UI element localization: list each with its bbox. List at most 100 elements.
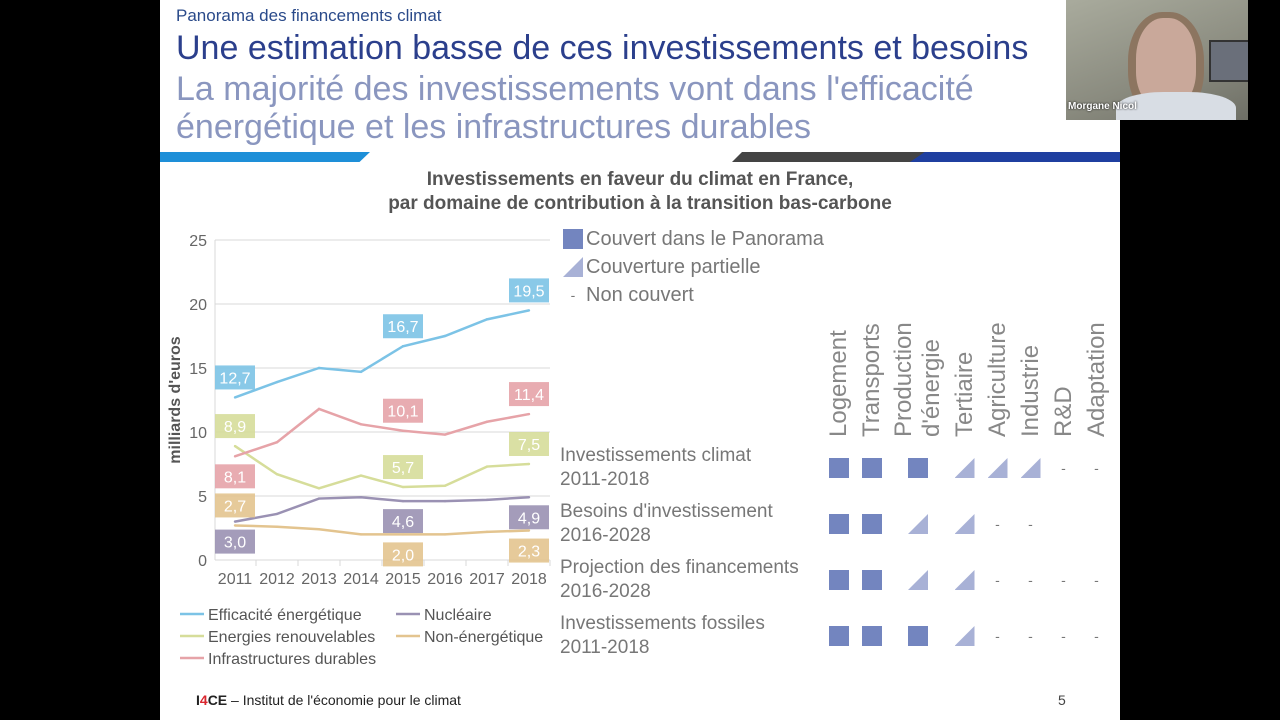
coverage-row-years: 2011-2018 <box>560 637 650 658</box>
data-label: 11,4 <box>514 387 544 404</box>
data-point <box>233 520 237 523</box>
coverage-full-icon <box>861 458 882 478</box>
coverage-row-label: Projection des financements <box>560 557 799 578</box>
x-tick-label: 2013 <box>301 571 337 588</box>
wall-picture <box>1209 40 1248 82</box>
data-point <box>401 533 405 536</box>
data-point <box>485 498 489 502</box>
coverage-cell <box>855 496 888 552</box>
data-point <box>233 524 237 527</box>
coverage-table: Couvert dans le Panorama Couverture parti… <box>560 225 1116 664</box>
data-label: 10,1 <box>387 404 418 421</box>
brand-i: I <box>196 692 200 708</box>
coverage-cell: - <box>1047 608 1080 664</box>
data-label-box <box>509 278 549 303</box>
data-point <box>485 318 489 321</box>
coverage-full-icon <box>908 626 928 646</box>
accent-bar-right-blue <box>910 152 1120 162</box>
coverage-column-header: Adaptation <box>1080 315 1113 440</box>
data-label-box <box>383 455 423 480</box>
coverage-full-icon <box>861 514 882 534</box>
data-label-box <box>383 314 423 339</box>
series-line-3 <box>234 496 530 523</box>
footer-text: – Institut de l'économie pour le climat <box>227 692 461 708</box>
y-tick-label: 10 <box>189 425 207 442</box>
coverage-cell <box>888 552 948 608</box>
coverage-none-icon: - <box>995 628 1000 644</box>
data-label-box <box>509 382 549 407</box>
coverage-cell <box>1080 496 1113 552</box>
coverage-full-icon <box>861 570 882 590</box>
accent-bar-right-gray <box>732 152 932 162</box>
data-point <box>401 485 405 489</box>
brand-ce: CE <box>207 692 228 708</box>
coverage-column-header: Transports <box>855 315 888 440</box>
coverage-column-header-text: R&D <box>1049 386 1077 437</box>
coverage-partial-icon <box>563 257 583 277</box>
coverage-row-label-cell: Investissements climat 2011-2018 <box>560 444 822 492</box>
coverage-cell: - <box>1047 552 1080 608</box>
coverage-cell <box>822 608 855 664</box>
data-point <box>317 497 321 500</box>
data-point <box>485 530 489 534</box>
coverage-legend: Couvert dans le Panorama Couverture parti… <box>560 225 1116 309</box>
brand-four: 4 <box>199 692 208 708</box>
chart-title: Investissements en faveur du climat en F… <box>160 168 1120 216</box>
coverage-cell <box>855 440 888 496</box>
coverage-row: Investissements climat 2011-2018 - - <box>560 440 1116 496</box>
coverage-cell <box>855 608 888 664</box>
coverage-cell: - <box>981 552 1014 608</box>
y-tick-label: 0 <box>198 553 207 570</box>
data-label: 4,9 <box>518 510 540 527</box>
data-point <box>233 396 237 399</box>
legend-label: Infrastructures durables <box>208 651 376 668</box>
coverage-row: Investissements fossiles 2011-2018 - - - - <box>560 608 1116 664</box>
data-label: 16,7 <box>387 319 418 336</box>
data-point <box>317 487 321 490</box>
data-point <box>443 334 447 338</box>
chart-title-line2: par domaine de contribution à la transit… <box>388 193 892 214</box>
data-point <box>317 407 321 411</box>
coverage-full-icon <box>828 514 849 534</box>
data-point <box>275 473 279 476</box>
coverage-column-header-text: Logement <box>824 330 852 437</box>
data-point <box>527 529 531 532</box>
x-tick-label: 2016 <box>427 571 463 588</box>
coverage-cell <box>855 552 888 608</box>
coverage-cell <box>948 496 981 552</box>
coverage-none-icon: - <box>1094 572 1099 588</box>
coverage-cell: - <box>1014 552 1047 608</box>
coverage-none-icon: - <box>1094 460 1099 476</box>
x-tick-label: 2014 <box>343 571 379 588</box>
coverage-cell: - <box>981 496 1014 552</box>
legend-partial-icon <box>560 257 586 277</box>
coverage-none-icon: - <box>570 287 576 303</box>
coverage-none-icon: - <box>1094 628 1099 644</box>
x-tick-label: 2012 <box>259 571 295 588</box>
coverage-cell: - <box>981 608 1014 664</box>
accent-bar-left <box>160 152 370 162</box>
coverage-cell: - <box>1014 608 1047 664</box>
data-point <box>527 309 531 312</box>
data-label-box <box>383 398 423 423</box>
legend-label: Non-énergétique <box>424 629 543 646</box>
data-point <box>317 366 321 370</box>
series-line-0 <box>234 309 530 399</box>
coverage-cell <box>822 552 855 608</box>
participant-shirt <box>1116 92 1236 120</box>
data-label-box <box>383 542 423 567</box>
x-tick-label: 2015 <box>385 571 421 588</box>
data-label-box <box>383 509 423 534</box>
coverage-row-label-cell: Besoins d'investissement 2016-2028 <box>560 500 822 548</box>
coverage-cell: - <box>1080 552 1113 608</box>
data-point <box>401 429 405 432</box>
data-label-box <box>215 493 255 518</box>
webcam-tile[interactable]: Morgane Nicol <box>1066 0 1248 120</box>
coverage-none-icon: - <box>995 516 1000 532</box>
coverage-cell <box>948 552 981 608</box>
coverage-row-label: Investissements climat <box>560 445 752 466</box>
legend-full-icon <box>560 229 586 249</box>
data-point <box>485 465 489 468</box>
coverage-row: Projection des financements 2016-2028 - - - - <box>560 552 1116 608</box>
coverage-row-years: 2011-2018 <box>560 469 650 490</box>
